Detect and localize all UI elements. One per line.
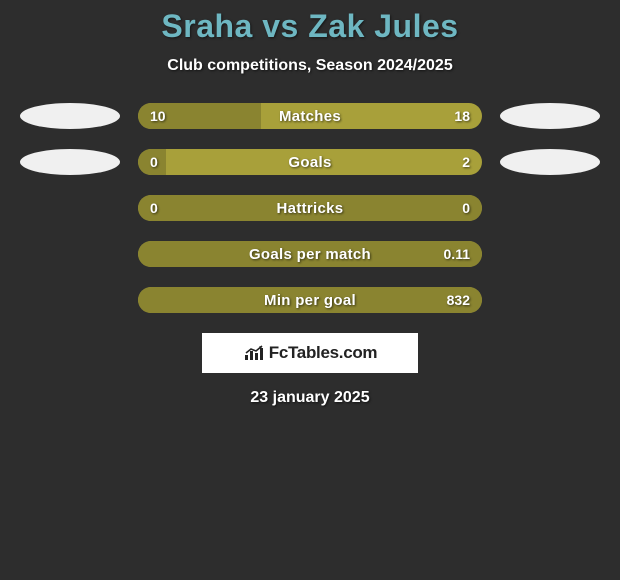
- stat-label: Goals: [138, 149, 482, 175]
- stat-label: Goals per match: [138, 241, 482, 267]
- subtitle: Club competitions, Season 2024/2025: [0, 57, 620, 75]
- date-label: 23 january 2025: [0, 389, 620, 407]
- stat-bar: 02Goals: [138, 149, 482, 175]
- stat-row: 832Min per goal: [0, 287, 620, 313]
- stat-label: Hattricks: [138, 195, 482, 221]
- player-badge-left: [20, 149, 120, 175]
- player-badge-left: [20, 103, 120, 129]
- player-badge-right: [500, 149, 600, 175]
- stat-row: 0.11Goals per match: [0, 241, 620, 267]
- chart-icon: [243, 344, 265, 362]
- player-badge-right: [500, 103, 600, 129]
- stat-rows: 1018Matches 02Goals 00Hattricks 0.11Goals p…: [0, 103, 620, 313]
- stat-bar: 832Min per goal: [138, 287, 482, 313]
- stat-label: Matches: [138, 103, 482, 129]
- stat-row: 1018Matches: [0, 103, 620, 129]
- brand-logo: FcTables.com: [202, 333, 418, 373]
- stat-bar: 1018Matches: [138, 103, 482, 129]
- stat-row: 00Hattricks: [0, 195, 620, 221]
- stat-label: Min per goal: [138, 287, 482, 313]
- page-title: Sraha vs Zak Jules: [0, 8, 620, 45]
- comparison-card: Sraha vs Zak Jules Club competitions, Se…: [0, 0, 620, 407]
- stat-row: 02Goals: [0, 149, 620, 175]
- stat-bar: 0.11Goals per match: [138, 241, 482, 267]
- stat-bar: 00Hattricks: [138, 195, 482, 221]
- brand-text: FcTables.com: [269, 343, 378, 363]
